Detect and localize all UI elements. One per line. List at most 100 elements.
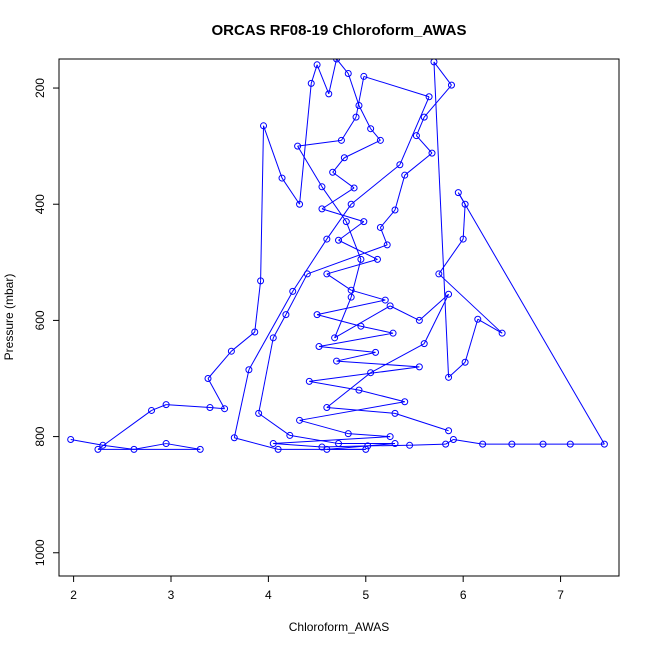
data-point [389, 329, 397, 337]
data-point [445, 427, 453, 435]
data-point [94, 445, 102, 453]
data-point [344, 70, 352, 78]
data-point [412, 132, 420, 140]
series-line-segment [457, 192, 466, 205]
data-point [282, 311, 290, 319]
data-point [420, 340, 428, 348]
y-tick-label: 600 [33, 310, 47, 330]
data-point [331, 334, 339, 342]
series-line-segment [207, 378, 226, 409]
series-line-segment [448, 361, 466, 378]
series-line-segment [207, 350, 232, 379]
series-line-segment [358, 389, 405, 403]
data-point [401, 171, 409, 179]
data-point [360, 218, 368, 226]
series-line-segment [70, 438, 103, 446]
data-point [373, 255, 381, 263]
series-line-segment [477, 318, 503, 334]
data-point [204, 374, 212, 382]
data-point [340, 154, 348, 162]
data-point [162, 440, 170, 448]
series-line-segment [347, 73, 360, 106]
series-line-segment [297, 139, 342, 147]
data-point [245, 366, 253, 374]
data-point [391, 440, 399, 448]
data-point [357, 255, 365, 263]
plot-area [67, 59, 608, 453]
series-line-segment [307, 244, 388, 275]
series-line-segment [336, 351, 376, 362]
data-point [130, 445, 138, 453]
series-line-segment [273, 443, 322, 448]
data-point [428, 149, 436, 157]
x-tick-label: 3 [168, 588, 175, 602]
series-line-segment [258, 337, 274, 414]
series-line-segment [355, 76, 365, 118]
series-line-segment [299, 83, 312, 205]
data-point [364, 442, 372, 450]
series-line-segment [363, 75, 430, 98]
data-point [406, 441, 414, 449]
data-point [372, 348, 380, 356]
series-line-segment [445, 439, 454, 445]
data-point [99, 441, 107, 449]
series-line-segment [151, 404, 167, 411]
series-line-segment [326, 443, 396, 450]
data-point [318, 183, 326, 191]
data-point [274, 445, 282, 453]
data-point [278, 174, 286, 182]
data-point [352, 113, 360, 121]
y-tick-label: 800 [33, 426, 47, 446]
y-tick-label: 1000 [33, 539, 47, 566]
series-line-segment [344, 139, 381, 159]
data-point [430, 59, 438, 66]
data-point [255, 409, 263, 417]
series-line-segment [248, 291, 294, 371]
data-point [600, 440, 608, 448]
data-point [318, 205, 326, 213]
series-line-segment [289, 434, 339, 445]
data-point [335, 440, 343, 448]
series-line-segment [297, 145, 323, 188]
data-point [342, 218, 350, 226]
data-point [67, 435, 75, 443]
series-line-segment [166, 404, 210, 409]
data-point [323, 404, 331, 412]
series-line-segment [321, 186, 347, 222]
series-line-segment [370, 343, 425, 374]
data-point [313, 61, 321, 69]
data-point [260, 122, 268, 130]
data-point [323, 445, 331, 453]
series-line-segment [338, 239, 378, 260]
data-point [206, 404, 214, 412]
series-line-segment [316, 299, 386, 316]
data-point [289, 287, 297, 295]
data-point [425, 93, 433, 101]
x-tick-label: 7 [557, 588, 564, 602]
data-point [376, 223, 384, 231]
series-line-segment [394, 412, 449, 432]
data-point [391, 409, 399, 417]
data-point [447, 81, 455, 89]
data-point [333, 59, 341, 63]
data-point [347, 200, 355, 208]
data-point [344, 430, 352, 438]
data-point [355, 386, 363, 394]
series-line-segment [399, 96, 430, 165]
data-point [357, 322, 365, 330]
series-line-segment [350, 259, 362, 298]
data-point [415, 363, 423, 371]
data-point [445, 373, 453, 381]
data-point [474, 315, 482, 323]
data-point [296, 200, 304, 208]
data-point [539, 440, 547, 448]
data-point [347, 286, 355, 294]
series-line-segment [438, 273, 503, 334]
series-line-segment [326, 258, 378, 275]
chart-title: ORCAS RF08-19 Chloroform_AWAS [211, 22, 466, 39]
series-line-segment [438, 238, 464, 275]
series-line-segment [318, 346, 376, 353]
data-point [313, 311, 321, 319]
x-tick-label: 4 [265, 588, 272, 602]
data-point [435, 270, 443, 278]
